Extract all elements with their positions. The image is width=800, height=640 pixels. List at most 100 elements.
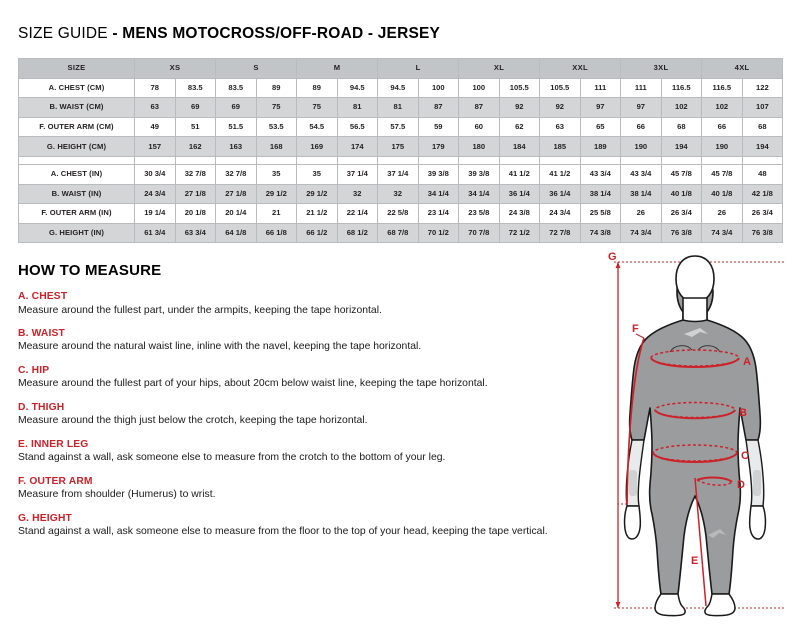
measurement-cell: 69 bbox=[174, 97, 217, 118]
measurement-cell: 72 7/8 bbox=[539, 222, 581, 244]
measurement-row-label: B. WAIST (IN) bbox=[18, 183, 135, 205]
measure-item-e: E. INNER LEG Stand against a wall, ask so… bbox=[18, 439, 598, 464]
measurement-row-label: F. OUTER ARM (CM) bbox=[18, 116, 135, 138]
measurement-cell: 53.5 bbox=[255, 116, 298, 138]
size-table-head: SIZE XS S M L XL XXL 3XL 4XL bbox=[18, 58, 784, 79]
separator-cell bbox=[255, 155, 298, 165]
measurement-cell: 66 1/2 bbox=[296, 222, 338, 244]
size-column-header-xs: XS bbox=[133, 58, 217, 79]
measurement-cell: 36 1/4 bbox=[539, 183, 581, 205]
size-column-header-4xl: 4XL bbox=[701, 58, 784, 79]
measurement-cell: 190 bbox=[620, 136, 662, 157]
measure-item-text: Measure around the thigh just below the … bbox=[18, 415, 368, 427]
measure-item-title: E. INNER LEG bbox=[18, 438, 89, 450]
measurement-cell: 163 bbox=[215, 136, 257, 157]
measurement-cell: 107 bbox=[741, 97, 784, 118]
table-row: F. OUTER ARM (IN) 19 1/4 20 1/8 20 1/4 21 21 … bbox=[18, 203, 784, 224]
measurement-cell: 111 bbox=[620, 77, 662, 99]
measurement-cell: 36 1/4 bbox=[498, 183, 541, 205]
size-column-header-xxl: XXL bbox=[539, 58, 622, 79]
measure-line-e bbox=[694, 477, 707, 607]
measure-item-c: C. HIP Measure around the fullest part of… bbox=[18, 365, 598, 390]
table-row: A. CHEST (CM) 78 83.5 83.5 89 89 94.5 94.5 100 10… bbox=[18, 77, 784, 99]
measurement-cell: 24 3/4 bbox=[134, 183, 176, 205]
measurement-cell: 116.5 bbox=[660, 77, 703, 99]
measurement-cell: 70 7/8 bbox=[458, 222, 500, 244]
measurement-cell: 41 1/2 bbox=[498, 163, 541, 185]
measurement-cell: 92 bbox=[498, 97, 541, 118]
measurement-cell: 97 bbox=[620, 97, 662, 118]
measurement-cell: 32 bbox=[377, 183, 419, 205]
measurement-cell: 179 bbox=[417, 136, 460, 157]
measurement-row-label: G. HEIGHT (IN) bbox=[18, 222, 135, 244]
measure-item-title: A. CHEST bbox=[18, 291, 68, 302]
measure-line-c-front bbox=[652, 452, 738, 463]
table-row: G. HEIGHT (IN) 61 3/4 63 3/4 64 1/8 66 1/8 66… bbox=[18, 222, 784, 244]
measurement-cell: 40 1/8 bbox=[660, 183, 703, 205]
measurement-cell: 40 1/8 bbox=[701, 183, 743, 205]
measurement-cell: 23 1/4 bbox=[417, 203, 460, 224]
measurement-cell: 68 bbox=[741, 116, 784, 138]
left-sleeve-detail bbox=[629, 470, 637, 496]
measurement-cell: 89 bbox=[255, 77, 298, 99]
measurement-cell: 97 bbox=[579, 97, 622, 118]
separator-cell bbox=[296, 155, 338, 165]
measurement-cell: 32 bbox=[336, 183, 379, 205]
measurement-cell: 38 1/4 bbox=[620, 183, 662, 205]
measurement-cell: 92 bbox=[539, 97, 581, 118]
measurement-cell: 87 bbox=[417, 97, 460, 118]
table-row: B. WAIST (IN) 24 3/4 27 1/8 27 1/8 29 1/2 29 … bbox=[18, 183, 784, 205]
measure-item-text: Measure around the natural waist line, i… bbox=[18, 341, 422, 353]
measure-item-title: G. HEIGHT bbox=[18, 512, 72, 524]
separator-cell bbox=[215, 155, 257, 165]
measurement-cell: 63 3/4 bbox=[174, 222, 217, 244]
measurement-cell: 75 bbox=[255, 97, 298, 118]
measurement-cell: 43 3/4 bbox=[620, 163, 662, 185]
measurement-cell: 162 bbox=[174, 136, 217, 157]
measurement-cell: 89 bbox=[296, 77, 338, 99]
measurement-cell: 184 bbox=[498, 136, 541, 157]
measurement-row-label: B. WAIST (CM) bbox=[18, 97, 135, 118]
separator-cell bbox=[336, 155, 379, 165]
right-sleeve-detail bbox=[753, 470, 761, 496]
measurement-cell: 37 1/4 bbox=[336, 163, 379, 185]
measurement-cell: 34 1/4 bbox=[417, 183, 460, 205]
separator-cell bbox=[458, 155, 500, 165]
separator-cell bbox=[134, 155, 176, 165]
measure-item-g: G. HEIGHT Stand against a wall, ask someo… bbox=[18, 513, 598, 538]
measurement-cell: 37 1/4 bbox=[377, 163, 419, 185]
measurement-cell: 81 bbox=[377, 97, 419, 118]
measurement-row-label: A. CHEST (IN) bbox=[18, 163, 135, 185]
measure-line-d-back bbox=[696, 479, 733, 486]
figure-label-b: B bbox=[739, 407, 747, 419]
size-column-header-s: S bbox=[215, 58, 298, 79]
size-table-body: A. CHEST (CM) 78 83.5 83.5 89 89 94.5 94.5 100 10… bbox=[18, 77, 784, 244]
measurement-cell: 194 bbox=[660, 136, 703, 157]
measurement-cell: 30 3/4 bbox=[134, 163, 176, 185]
separator-cell bbox=[417, 155, 460, 165]
measure-item-title: C. HIP bbox=[18, 364, 50, 376]
measurement-cell: 116.5 bbox=[701, 77, 743, 99]
page-title: SIZE GUIDE - MENS MOTOCROSS/OFF-ROAD - J… bbox=[18, 25, 440, 43]
mannequin-neck bbox=[682, 297, 708, 323]
mannequin-left-hand bbox=[623, 505, 642, 540]
separator-cell bbox=[620, 155, 662, 165]
measurement-cell: 194 bbox=[741, 136, 784, 157]
measurement-cell: 24 3/8 bbox=[498, 203, 541, 224]
measurement-cell: 189 bbox=[579, 136, 622, 157]
figure-label-a: A bbox=[743, 356, 751, 368]
measurement-cell: 27 1/8 bbox=[174, 183, 217, 205]
measure-line-d-front bbox=[696, 476, 733, 483]
measurement-cell: 23 5/8 bbox=[458, 203, 500, 224]
measurement-cell: 29 1/2 bbox=[296, 183, 338, 205]
measurement-cell: 63 bbox=[539, 116, 581, 138]
measurement-cell: 26 3/4 bbox=[660, 203, 703, 224]
measurement-cell: 21 bbox=[255, 203, 298, 224]
measurement-cell: 66 bbox=[620, 116, 662, 138]
measurement-cell: 35 bbox=[296, 163, 338, 185]
measurement-cell: 19 1/4 bbox=[134, 203, 176, 224]
measurement-cell: 111 bbox=[579, 77, 622, 99]
table-row: B. WAIST (CM) 63 69 69 75 75 81 81 87 87 92 92 97 97 1… bbox=[18, 97, 784, 118]
measurement-cell: 20 1/8 bbox=[174, 203, 217, 224]
page-title-rest: - MENS MOTOCROSS/OFF-ROAD - JERSEY bbox=[107, 25, 441, 42]
